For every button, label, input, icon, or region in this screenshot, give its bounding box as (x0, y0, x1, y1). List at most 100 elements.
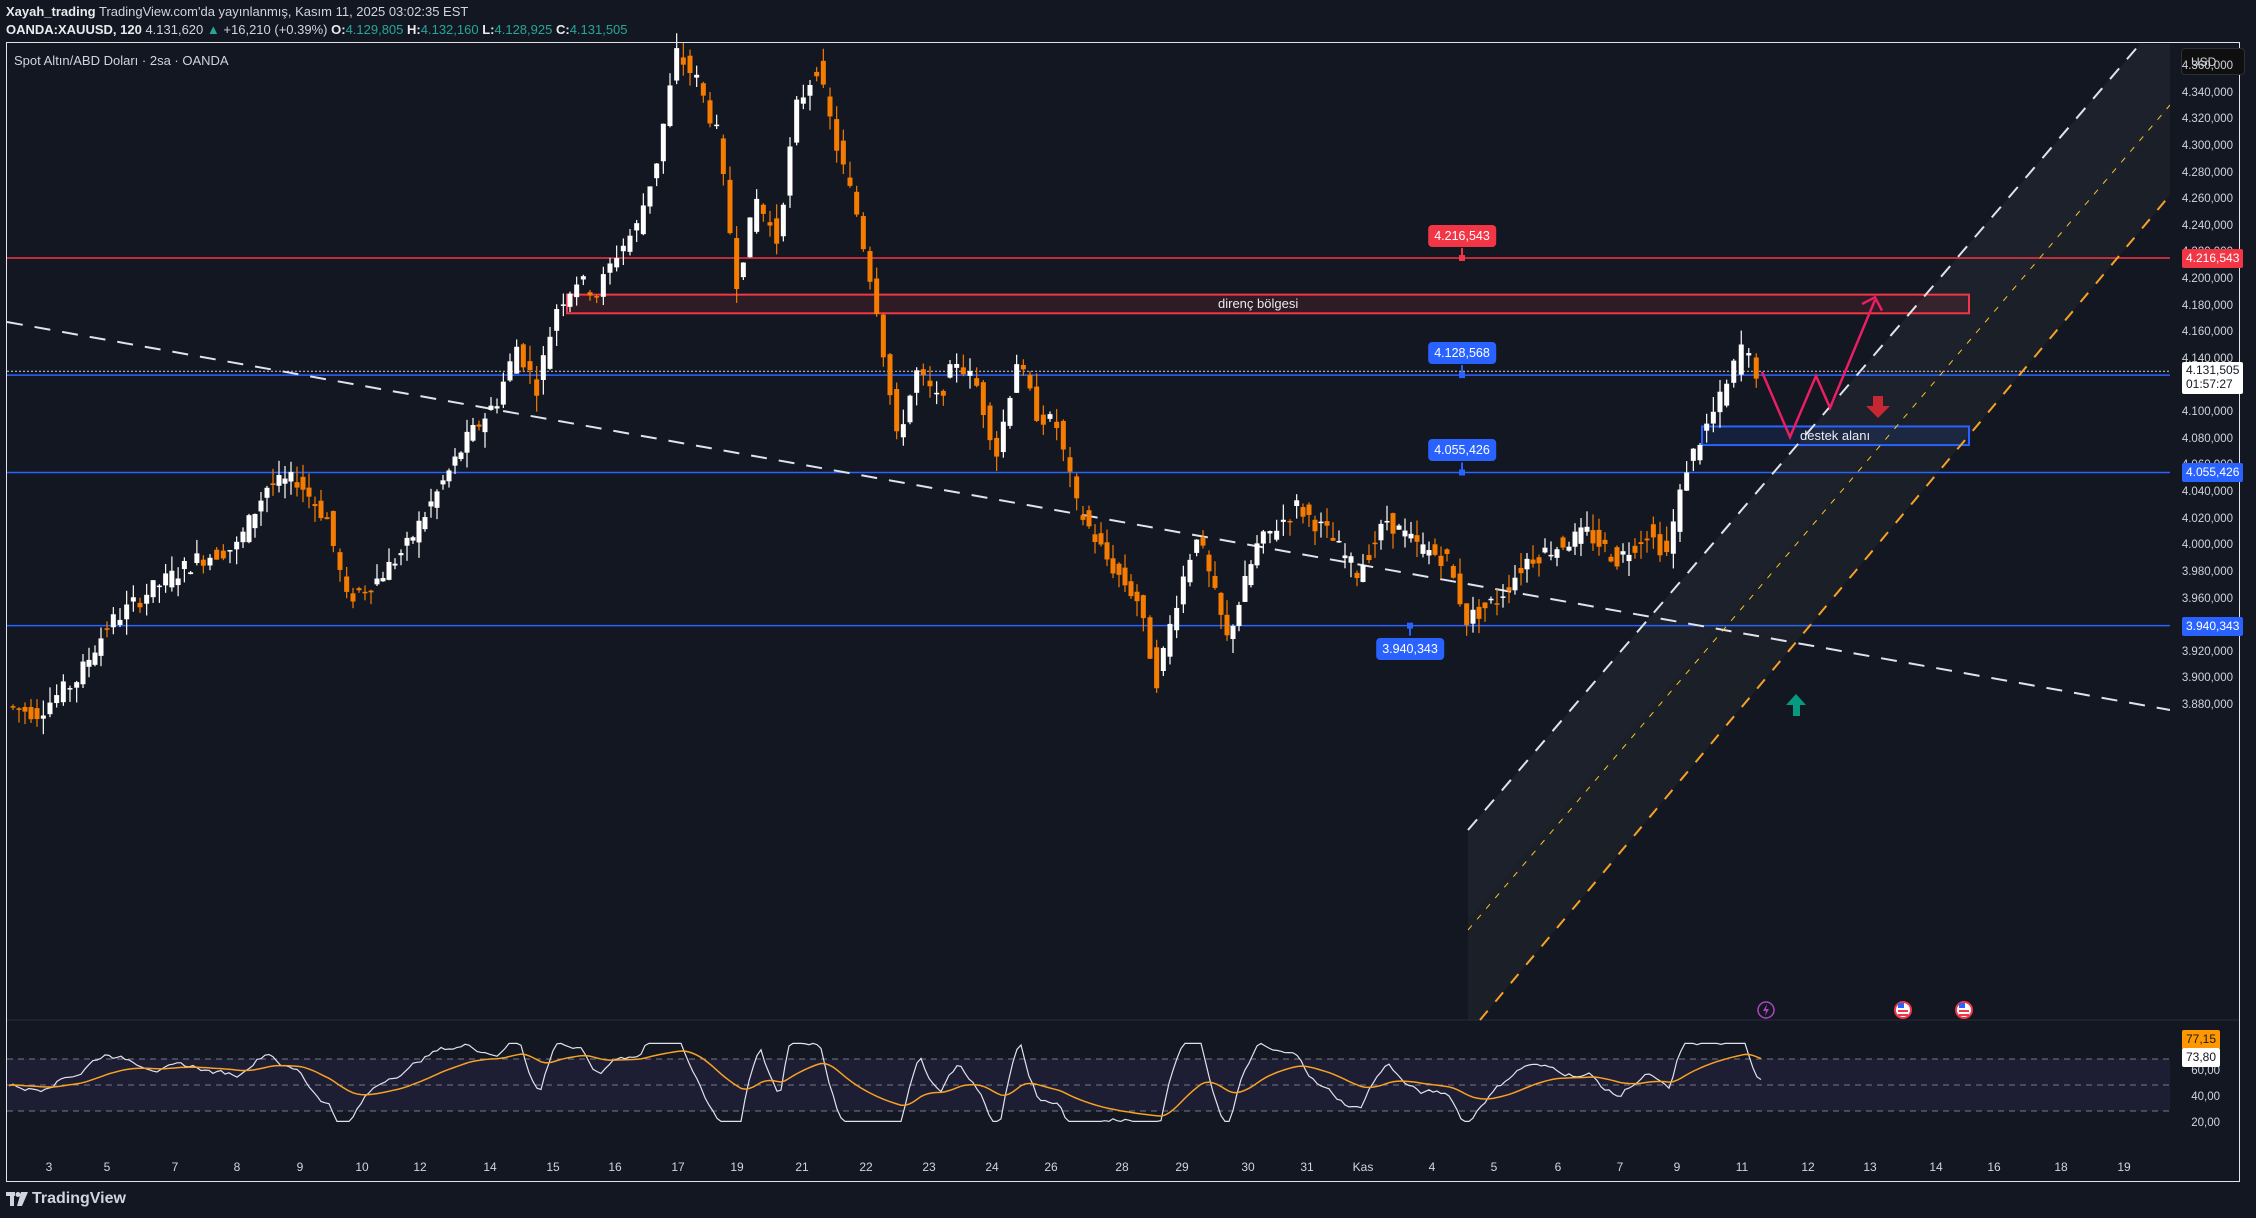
low-level-axis-tag: 3.940,343 (2182, 616, 2244, 636)
time-tick: 6 (1554, 1160, 1562, 1174)
price-tick: 4.040,000 (2181, 486, 2233, 498)
brand-name: TradingView (32, 1190, 126, 1207)
price-tick: 4.300,000 (2181, 139, 2233, 152)
high-label: H: (407, 22, 421, 37)
channel-lower-line[interactable] (1479, 194, 2171, 1021)
time-tick: 13 (1863, 1160, 1877, 1174)
time-tick: 29 (1175, 1160, 1189, 1174)
price-tick: 3.920,000 (2181, 645, 2233, 658)
support-level-label[interactable]: 4.055,426 (1428, 439, 1496, 462)
candles (10, 33, 1759, 735)
open-label: O: (331, 22, 346, 37)
author-name[interactable]: Xayah_trading (6, 4, 96, 19)
high-value: 4.132,160 (420, 22, 479, 37)
time-tick: 22 (859, 1160, 873, 1174)
price-change: +16,210 (+0.39%) (223, 22, 328, 37)
tradingview-logo[interactable]: TradingView (6, 1190, 126, 1208)
time-tick: 14 (1929, 1160, 1943, 1174)
low-level-label[interactable]: 3.940,343 (1376, 637, 1444, 660)
close-label: C: (555, 22, 570, 37)
time-tick: 5 (1490, 1160, 1498, 1174)
close-value: 4.131,505 (569, 22, 628, 37)
price-tick: 3.880,000 (2181, 699, 2233, 711)
support-zone-label[interactable]: destek alanı (1800, 427, 1871, 443)
support-level-axis-tag: 4.055,426 (2182, 463, 2244, 483)
publish-info: Xayah_trading TradingView.com'da yayınla… (6, 4, 468, 19)
channel-fill-lower (1468, 110, 2170, 1020)
price-tick: 4.020,000 (2181, 512, 2233, 525)
price-tick: 4.100,000 (2181, 406, 2233, 419)
price-tick: 4.320,000 (2181, 113, 2233, 126)
price-tick: 4.360,000 (2181, 60, 2233, 72)
support-zone[interactable] (1701, 425, 1970, 447)
time-tick: 9 (1673, 1160, 1681, 1174)
price-tick: 3.900,000 (2181, 672, 2233, 685)
resistance-zone[interactable] (566, 293, 1970, 315)
up-triangle-icon: ▲ (206, 22, 220, 37)
bar-countdown: 01:57:27 (2186, 377, 2233, 392)
rsi-tick: 40,00 (2191, 1091, 2220, 1103)
chart-title: Spot Altın/ABD Doları · 2sa · OANDA (14, 53, 229, 68)
time-tick: 26 (1044, 1160, 1058, 1174)
price-axis-bg (2170, 43, 2240, 1150)
time-tick: 12 (413, 1160, 427, 1174)
chart-frame (6, 42, 2240, 1182)
price-tick: 4.140,000 (2181, 352, 2233, 365)
rsi-tick: 20,00 (2191, 1117, 2220, 1129)
resistance-level-label[interactable]: 4.216,543 (1428, 224, 1496, 247)
time-tick: 17 (671, 1160, 685, 1174)
last-price: 4.131,620 (145, 22, 204, 37)
low-label: L: (482, 22, 495, 37)
us-flag-event-icon[interactable] (1955, 1001, 1973, 1019)
time-tick: 30 (1241, 1160, 1255, 1174)
publish-date: TradingView.com'da yayınlanmış, Kasım 11… (98, 4, 469, 19)
down-arrow-icon (1866, 396, 1890, 418)
mid-level-label[interactable]: 4.128,568 (1428, 342, 1496, 365)
time-tick: 7 (171, 1160, 179, 1174)
time-tick: 15 (546, 1160, 560, 1174)
time-tick: 4 (1428, 1160, 1436, 1174)
tv-logo-icon (6, 1192, 28, 1206)
currency-button[interactable]: USD (2181, 48, 2245, 75)
time-tick: 16 (608, 1160, 622, 1174)
rsi-ma-value-tag: 73,80 (2182, 1048, 2221, 1067)
time-tick: 7 (1616, 1160, 1624, 1174)
price-tick: 4.080,000 (2181, 432, 2233, 445)
time-tick: 31 (1300, 1160, 1314, 1174)
rsi-ma-line (8, 1050, 1762, 1117)
projection-path[interactable] (1760, 299, 1877, 441)
time-tick: 12 (1801, 1160, 1815, 1174)
open-value: 4.129,805 (345, 22, 404, 37)
symbol-info: OANDA:XAUUSD, 120 4.131,620 ▲ +16,210 (+… (6, 22, 628, 37)
lightning-event-icon[interactable] (1757, 1001, 1775, 1019)
time-tick: 18 (2054, 1160, 2068, 1174)
up-arrow-icon (1786, 694, 1806, 716)
resistance-level-axis-tag: 4.216,543 (2182, 248, 2244, 268)
price-tick: 4.160,000 (2181, 326, 2233, 339)
time-tick: 16 (1987, 1160, 2001, 1174)
price-tick: 3.980,000 (2181, 565, 2233, 578)
time-tick: 3 (45, 1160, 53, 1174)
price-tick: 4.000,000 (2181, 539, 2233, 552)
time-tick: 8 (233, 1160, 241, 1174)
time-tick: Kas (1352, 1160, 1374, 1174)
time-tick: 19 (2117, 1160, 2131, 1174)
time-tick: 9 (296, 1160, 304, 1174)
projection-arrowhead-icon (1861, 295, 1884, 312)
time-tick: 10 (355, 1160, 369, 1174)
rsi-tick: 60,00 (2191, 1065, 2220, 1077)
price-tick: 4.240,000 (2181, 219, 2233, 232)
low-value: 4.128,925 (494, 22, 553, 37)
time-tick: 11 (1735, 1160, 1749, 1174)
time-tick: 28 (1115, 1160, 1129, 1174)
price-tick: 4.180,000 (2181, 299, 2233, 312)
channel-upper-line[interactable] (1467, 43, 2141, 831)
symbol-name: OANDA:XAUUSD, 120 (6, 22, 142, 37)
resistance-zone-label[interactable]: direnç bölgesi (1218, 295, 1299, 311)
price-tick: 4.200,000 (2181, 273, 2233, 285)
us-flag-event-icon[interactable] (1894, 1001, 1912, 1019)
time-tick: 14 (483, 1160, 497, 1174)
time-tick: 19 (730, 1160, 744, 1174)
rsi-line (8, 1042, 1762, 1123)
